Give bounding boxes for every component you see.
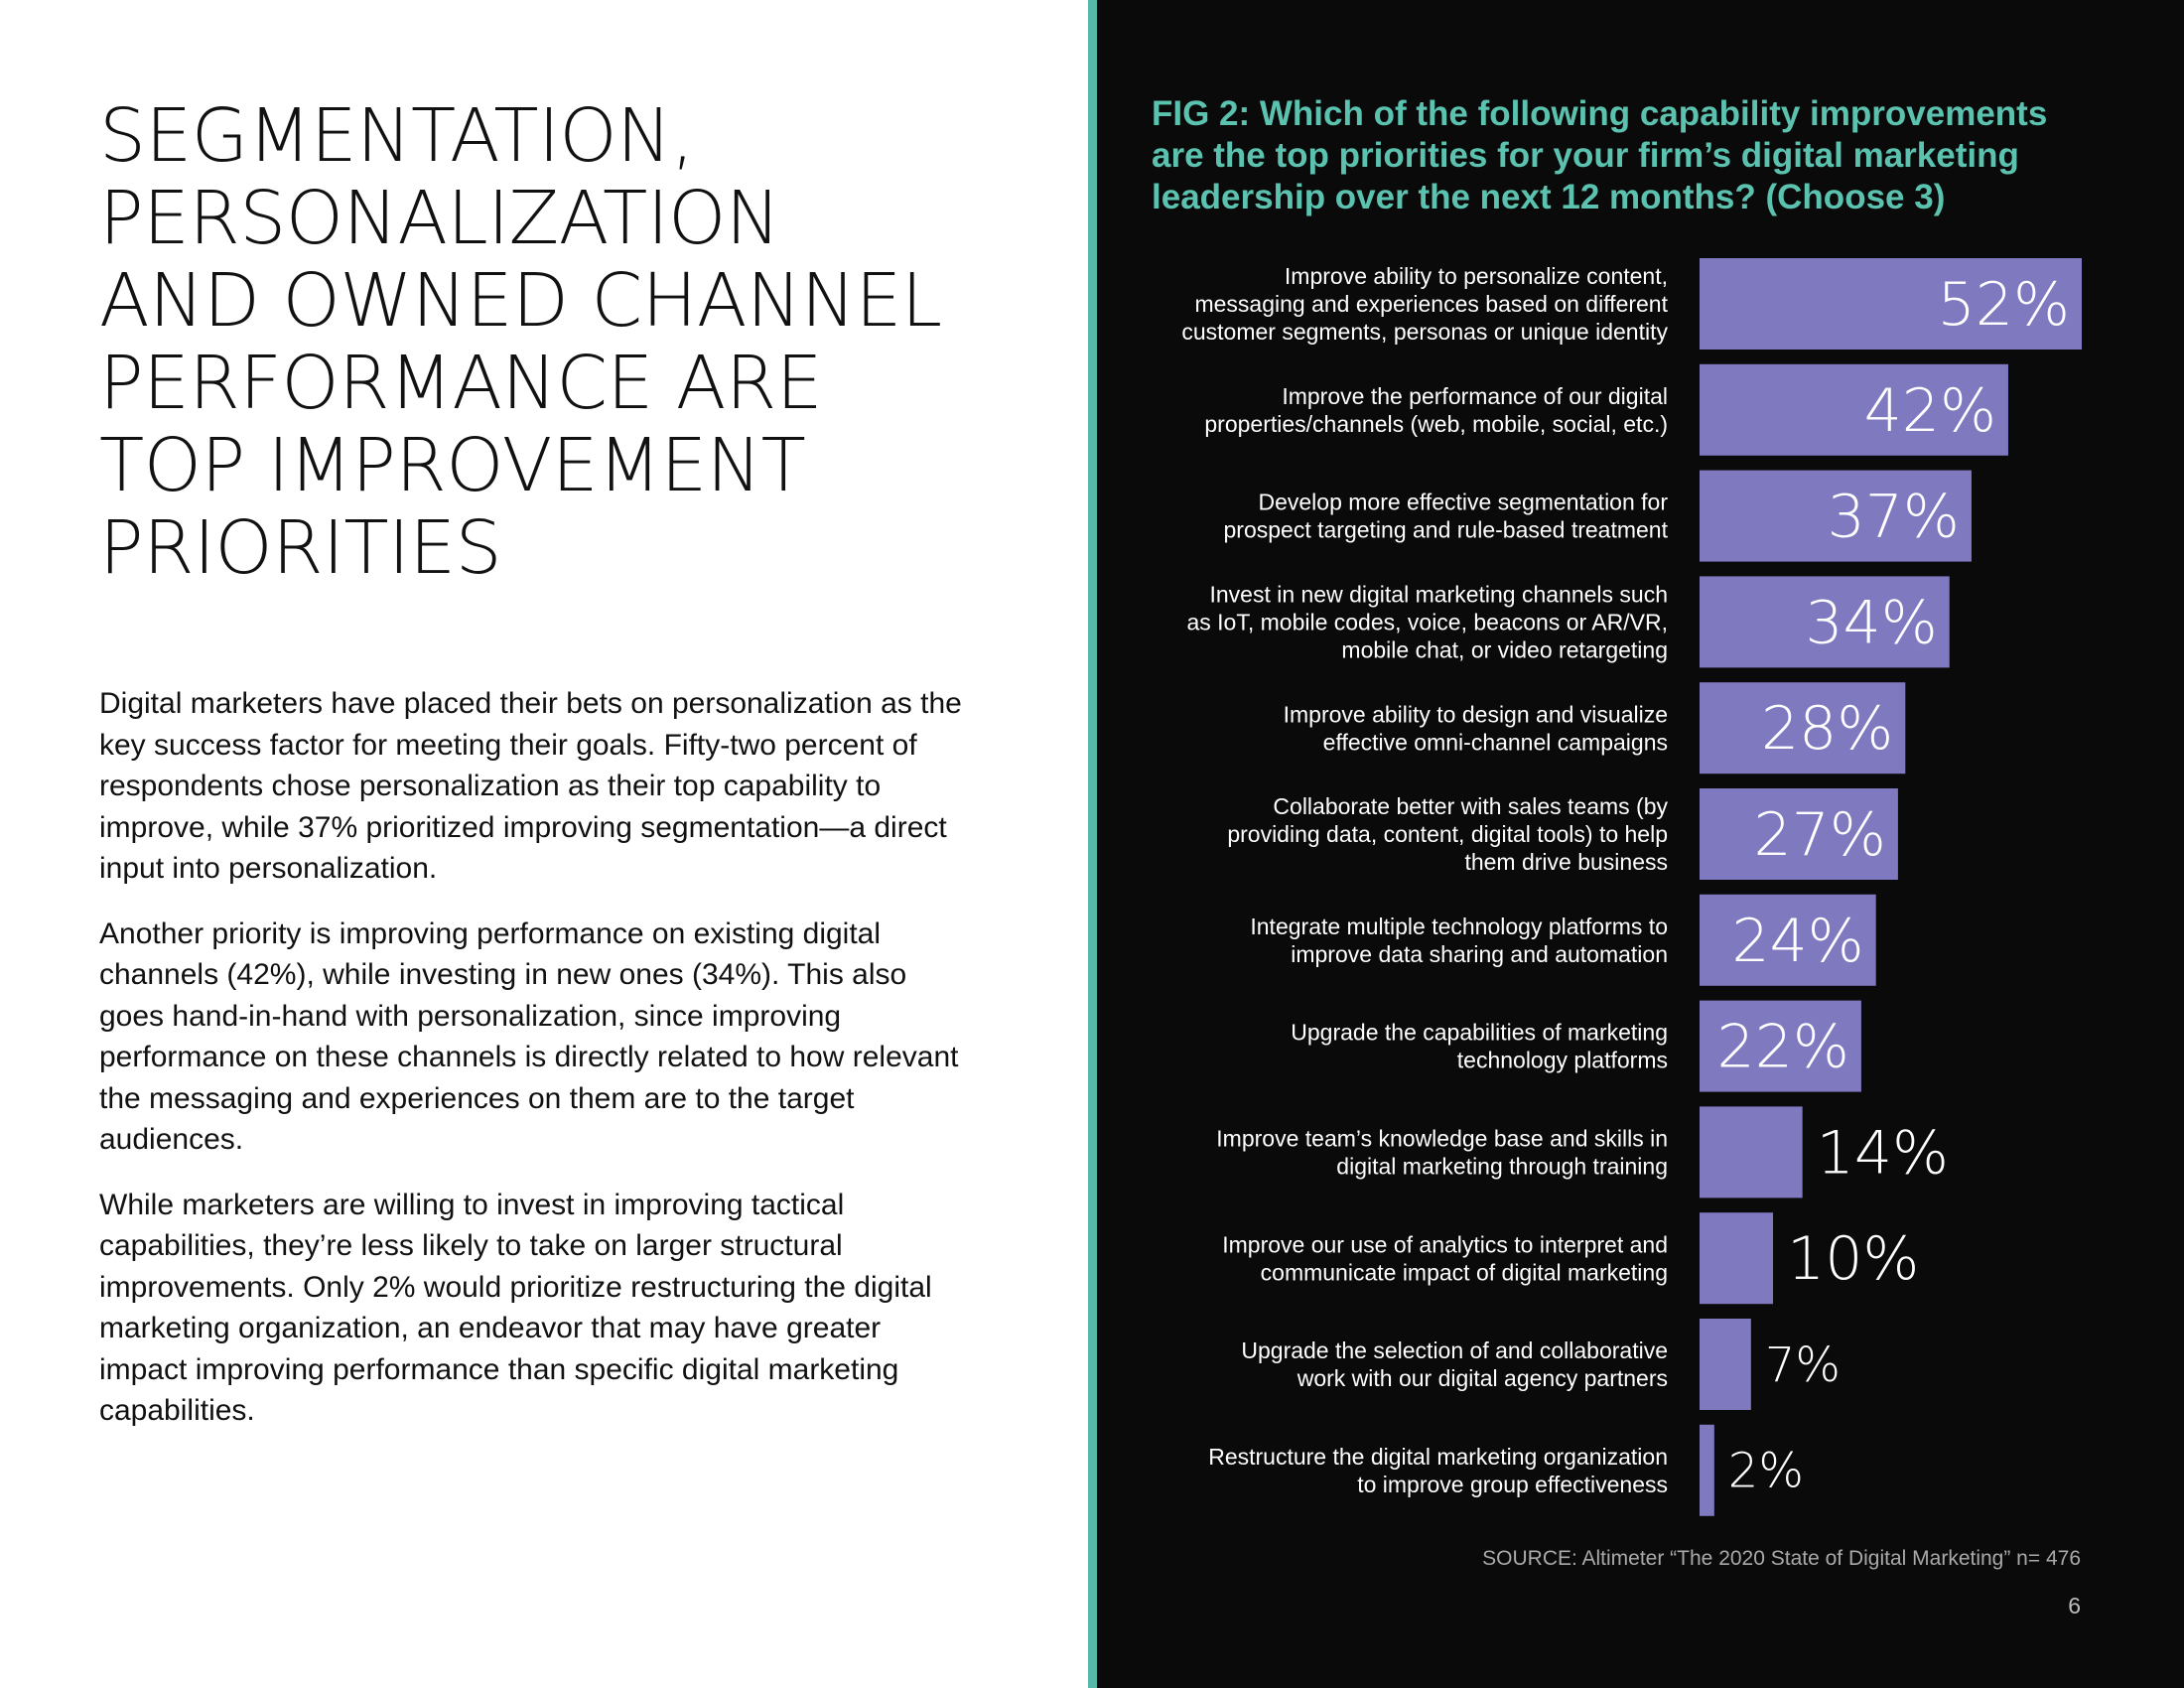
headline: SEGMENTATION, PERSONALIZATION AND OWNED … [99,95,1052,590]
category-label: Upgrade the selection of and collaborati… [1241,1337,1668,1391]
category-label-line: Collaborate better with sales teams (by [1273,793,1668,819]
body-paragraph: While marketers are willing to invest in… [99,1188,932,1428]
category-label-line: Improve ability to design and visualize [1284,701,1668,727]
figure-title: FIG 2: Which of the following capability… [1152,93,2105,218]
bar-value-label: 24% [1731,907,1863,976]
category-label-line: Integrate multiple technology platforms … [1250,914,1668,939]
bar-value-label: 2% [1728,1444,1804,1499]
category-label-line: digital marketing through training [1336,1153,1668,1179]
bar-value-label: 14% [1817,1118,1949,1188]
figure-title-line: FIG 2: Which of the following capability… [1152,94,2048,133]
left-panel [0,0,1088,1688]
category-label-line: Improve our use of analytics to interpre… [1222,1231,1668,1257]
bar-value-label: 52% [1938,270,2070,340]
category-label-line: Improve ability to personalize content, [1285,263,1668,289]
category-label-line: to improve group effectiveness [1357,1472,1668,1497]
bar [1700,788,1898,880]
body-paragraph: Another priority is improving performanc… [99,916,959,1157]
headline-line: PERFORMANCE ARE [99,341,823,426]
category-label: Invest in new digital marketing channels… [1186,581,1668,662]
bar-value-label: 27% [1754,800,1886,870]
bar [1700,1000,1861,1092]
bar-value-label: 37% [1828,483,1960,552]
bar [1700,1424,1714,1516]
bar-value-label: 22% [1717,1013,1849,1082]
bar [1700,363,2008,456]
headline-line: AND OWNED CHANNEL [99,258,942,344]
category-label: Improve the performance of our digital pr… [1204,383,1668,437]
category-label: Improve our use of analytics to interpre… [1222,1231,1668,1285]
headline-line: PRIORITIES [99,505,502,591]
bar [1700,1319,1751,1410]
category-label: Improve ability to personalize content, m… [1181,263,1668,345]
category-label: Develop more effective segmentation for p… [1224,490,1669,543]
headline-line: SEGMENTATION, [99,93,695,179]
category-label: Improve team’s knowledge base and skills… [1216,1125,1668,1179]
category-label: Integrate multiple technology platforms … [1250,914,1668,967]
page-number: 6 [2068,1593,2081,1618]
bar-value-label: 10% [1787,1224,1919,1294]
category-label-line: communicate impact of digital marketing [1261,1259,1668,1285]
category-label-line: providing data, content, digital tools) … [1227,821,1668,847]
bar [1700,682,1906,774]
bar [1700,258,2082,350]
category-label-line: technology platforms [1457,1048,1668,1073]
category-label-line: improve data sharing and automation [1291,941,1668,967]
category-label-line: them drive business [1464,849,1668,875]
category-label-line: customer segments, personas or unique id… [1181,319,1668,345]
figure-title-line: are the top priorities for your firm’s d… [1152,136,2019,175]
category-label-line: prospect targeting and rule-based treatm… [1224,517,1669,543]
bar-value-label: 28% [1761,694,1893,764]
category-label: Collaborate better with sales teams (by p… [1227,793,1668,875]
category-label-line: effective omni-channel campaigns [1323,729,1668,755]
body-paragraph: Digital marketers have placed their bets… [99,687,962,885]
category-label: Upgrade the capabilities of marketing tec… [1291,1020,1668,1073]
category-label-line: Improve the performance of our digital [1282,383,1668,409]
headline-line: TOP IMPROVEMENT [99,423,806,508]
category-label-line: Restructure the digital marketing organi… [1208,1444,1668,1470]
bar [1700,1212,1774,1305]
category-label-line: Develop more effective segmentation for [1258,490,1668,515]
source-note: SOURCE: Altimeter “The 2020 State of Dig… [1482,1547,2081,1570]
category-label: Improve ability to design and visualize e… [1284,701,1668,755]
category-label-line: Upgrade the selection of and collaborati… [1241,1337,1668,1363]
bar-value-label: 7% [1765,1337,1841,1393]
bar [1700,1106,1803,1198]
category-label-line: properties/channels (web, mobile, social… [1204,411,1668,437]
bar [1700,894,1876,986]
body-text: Digital marketers have placed their bets… [99,683,973,1456]
headline-line: PERSONALIZATION [99,176,780,261]
category-label: Restructure the digital marketing organi… [1208,1444,1668,1497]
figure-title-line: leadership over the next 12 months? (Cho… [1152,178,1946,216]
bar [1700,470,1972,562]
bar-value-label: 42% [1864,376,1996,446]
category-label-line: as IoT, mobile codes, voice, beacons or … [1186,609,1668,634]
category-label-line: Improve team’s knowledge base and skills… [1216,1125,1668,1151]
category-label-line: Upgrade the capabilities of marketing [1291,1020,1668,1046]
category-label-line: mobile chat, or video retargeting [1341,636,1668,662]
bar-value-label: 34% [1805,588,1937,657]
category-label-line: work with our digital agency partners [1297,1365,1668,1391]
bar [1700,576,1950,668]
category-label-line: Invest in new digital marketing channels… [1209,581,1668,607]
category-label-line: messaging and experiences based on diffe… [1194,291,1668,317]
teal-divider [1088,0,1097,1688]
